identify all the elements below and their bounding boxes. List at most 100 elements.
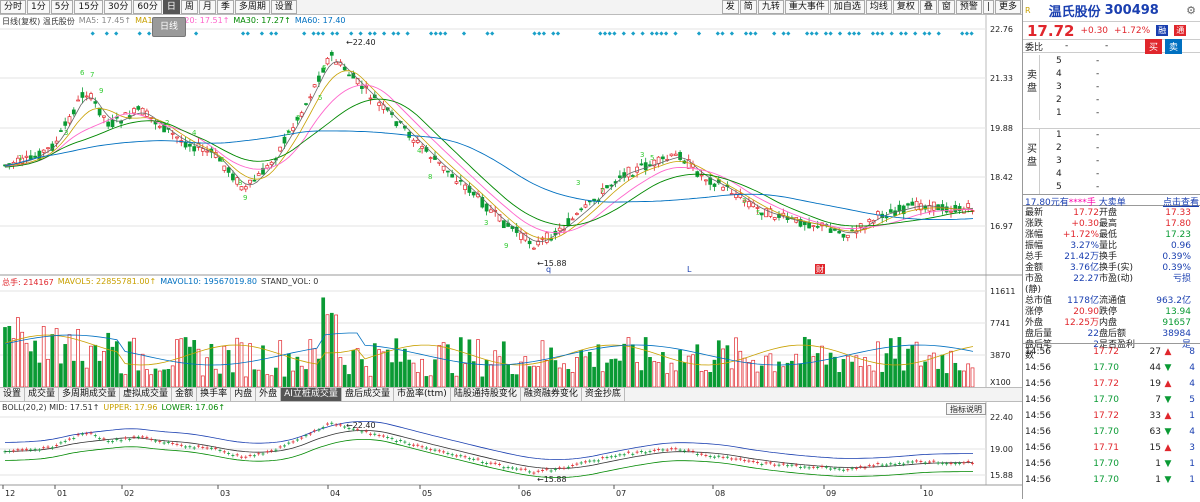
candle-body bbox=[140, 107, 145, 116]
period-button[interactable]: 设置 bbox=[270, 0, 297, 14]
period-button[interactable]: 月 bbox=[198, 0, 216, 14]
volume-bar bbox=[209, 343, 214, 388]
period-button[interactable]: 日 bbox=[162, 0, 180, 14]
toolbar-button[interactable]: 窗 bbox=[937, 0, 955, 14]
kline-svg[interactable]: 22.7621.3319.8818.4216.971161177413870X1… bbox=[0, 15, 1022, 499]
event-marker[interactable] bbox=[240, 31, 246, 36]
volume-bar bbox=[549, 347, 553, 388]
indicator-tab[interactable]: 陆股通持股变化 bbox=[451, 388, 521, 401]
candle-body bbox=[575, 213, 579, 215]
volume-bar bbox=[282, 376, 287, 388]
toolbar-button[interactable]: 复权 bbox=[892, 0, 919, 14]
period-button[interactable]: 分时 bbox=[0, 0, 27, 14]
indicator-tab[interactable]: 融资融券变化 bbox=[521, 388, 582, 401]
candle-body bbox=[291, 127, 295, 132]
toolbar-button[interactable]: | bbox=[982, 0, 994, 14]
toolbar-button[interactable]: 更多 bbox=[994, 0, 1021, 14]
event-marker[interactable] bbox=[137, 31, 142, 36]
candle-body bbox=[33, 155, 37, 158]
candle-body bbox=[450, 174, 455, 178]
indicator-tab[interactable]: 市盈率(ttm) bbox=[394, 388, 451, 401]
event-marker-l[interactable]: L bbox=[687, 265, 692, 274]
buy-button[interactable]: 买 bbox=[1145, 38, 1163, 54]
indicator-tab[interactable]: 资金抄底 bbox=[582, 388, 625, 401]
period-button[interactable]: 30分 bbox=[103, 0, 133, 14]
period-button[interactable]: 15分 bbox=[74, 0, 103, 14]
event-marker[interactable] bbox=[245, 31, 250, 36]
indicator-tab[interactable]: 多周期成交量 bbox=[59, 388, 121, 401]
toolbar-button[interactable]: 均线 bbox=[865, 0, 892, 14]
kline-chart-area[interactable]: 22.76 21.33 19.88 18.42 16.97 11611 7741 3870 X1… bbox=[0, 15, 1022, 499]
toolbar-button[interactable]: 发 bbox=[721, 0, 739, 14]
toolbar-button[interactable]: 重大事件 bbox=[784, 0, 829, 14]
volume-bar bbox=[37, 362, 42, 388]
candle-body bbox=[897, 204, 902, 212]
candle-body bbox=[527, 240, 532, 245]
toolbar-button[interactable]: 加自选 bbox=[829, 0, 865, 14]
indicator-tab[interactable]: 盘后成交量 bbox=[342, 388, 394, 401]
period-button[interactable]: 周 bbox=[180, 0, 198, 14]
event-marker[interactable] bbox=[146, 31, 152, 36]
boll-lower-line bbox=[5, 439, 973, 479]
indicator-tab[interactable]: 外盘 bbox=[256, 388, 282, 401]
legend-item: MAVOL10: 19567019.80 bbox=[160, 277, 258, 286]
earnings-marker[interactable] bbox=[815, 264, 825, 274]
event-marker[interactable] bbox=[193, 31, 199, 36]
indicator-tab[interactable]: 金额 bbox=[172, 388, 198, 401]
candle-body bbox=[605, 185, 609, 189]
indicator-tab[interactable]: 换手率 bbox=[197, 388, 232, 401]
toolbar-right-buttons: 发简九转 重大事件 加自选 均线 复权叠窗预警 | 更多 bbox=[721, 0, 1022, 14]
indicator-tab[interactable]: 成交量 bbox=[25, 388, 60, 401]
candle-body bbox=[394, 121, 399, 127]
candle-body bbox=[618, 175, 622, 178]
volume-bar bbox=[11, 338, 16, 388]
volume-bar bbox=[489, 364, 493, 388]
quote-label: 最新 bbox=[1025, 208, 1044, 218]
volume-tick-label: 7741 bbox=[990, 319, 1010, 328]
toolbar-button[interactable]: 九转 bbox=[757, 0, 784, 14]
volume-bar bbox=[691, 354, 695, 388]
quote-label: 总手 bbox=[1025, 252, 1044, 262]
candle-body bbox=[329, 51, 334, 56]
period-button[interactable]: 多周期 bbox=[234, 0, 270, 14]
volume-bar bbox=[368, 375, 373, 388]
td-sequence-digit: 2 bbox=[165, 119, 169, 127]
event-marker-q[interactable]: q bbox=[546, 265, 551, 274]
indicator-tab[interactable]: 虚拟成交量 bbox=[120, 388, 173, 401]
candle-body bbox=[437, 161, 442, 164]
candle-body bbox=[884, 216, 889, 219]
gear-icon[interactable]: ⚙ bbox=[1186, 4, 1196, 17]
volume-bar bbox=[940, 354, 945, 388]
toolbar-button[interactable]: 预警 bbox=[955, 0, 982, 14]
indicator-tab[interactable]: 内盘 bbox=[231, 388, 257, 401]
period-button[interactable]: 季 bbox=[216, 0, 234, 14]
period-button[interactable]: 1分 bbox=[27, 0, 50, 14]
volume-bar bbox=[411, 362, 416, 388]
sell-button[interactable]: 卖 bbox=[1165, 38, 1183, 54]
candle-body bbox=[231, 173, 235, 181]
indicator-tab[interactable]: AI立桩成交量 bbox=[281, 388, 342, 401]
volume-bar bbox=[493, 350, 498, 388]
volume-bar bbox=[695, 344, 700, 388]
volume-bar bbox=[648, 357, 652, 388]
candle-body bbox=[622, 172, 627, 178]
toolbar-button[interactable]: 简 bbox=[739, 0, 757, 14]
indicator-help-button[interactable]: 指标说明 bbox=[946, 403, 986, 415]
volume-bar bbox=[50, 334, 55, 388]
candle-body bbox=[67, 116, 72, 124]
quote-value: 0.39% bbox=[1162, 263, 1191, 273]
quote-label: 金额 bbox=[1025, 263, 1044, 273]
volume-bar bbox=[312, 348, 317, 388]
candle-body bbox=[317, 75, 321, 82]
period-button[interactable]: 60分 bbox=[133, 0, 162, 14]
candle-body bbox=[729, 193, 734, 195]
volume-bar bbox=[196, 348, 201, 388]
toolbar-button[interactable]: 叠 bbox=[919, 0, 937, 14]
candle-body bbox=[949, 210, 953, 213]
order-bar-link[interactable]: 点击查看 bbox=[1162, 198, 1199, 208]
quote-label: 振幅 bbox=[1025, 241, 1044, 251]
period-button[interactable]: 5分 bbox=[50, 0, 74, 14]
order-level: 3- bbox=[1039, 155, 1200, 168]
indicator-tab[interactable]: 设置 bbox=[0, 388, 26, 401]
quote-value: 亏损 bbox=[1172, 274, 1191, 284]
